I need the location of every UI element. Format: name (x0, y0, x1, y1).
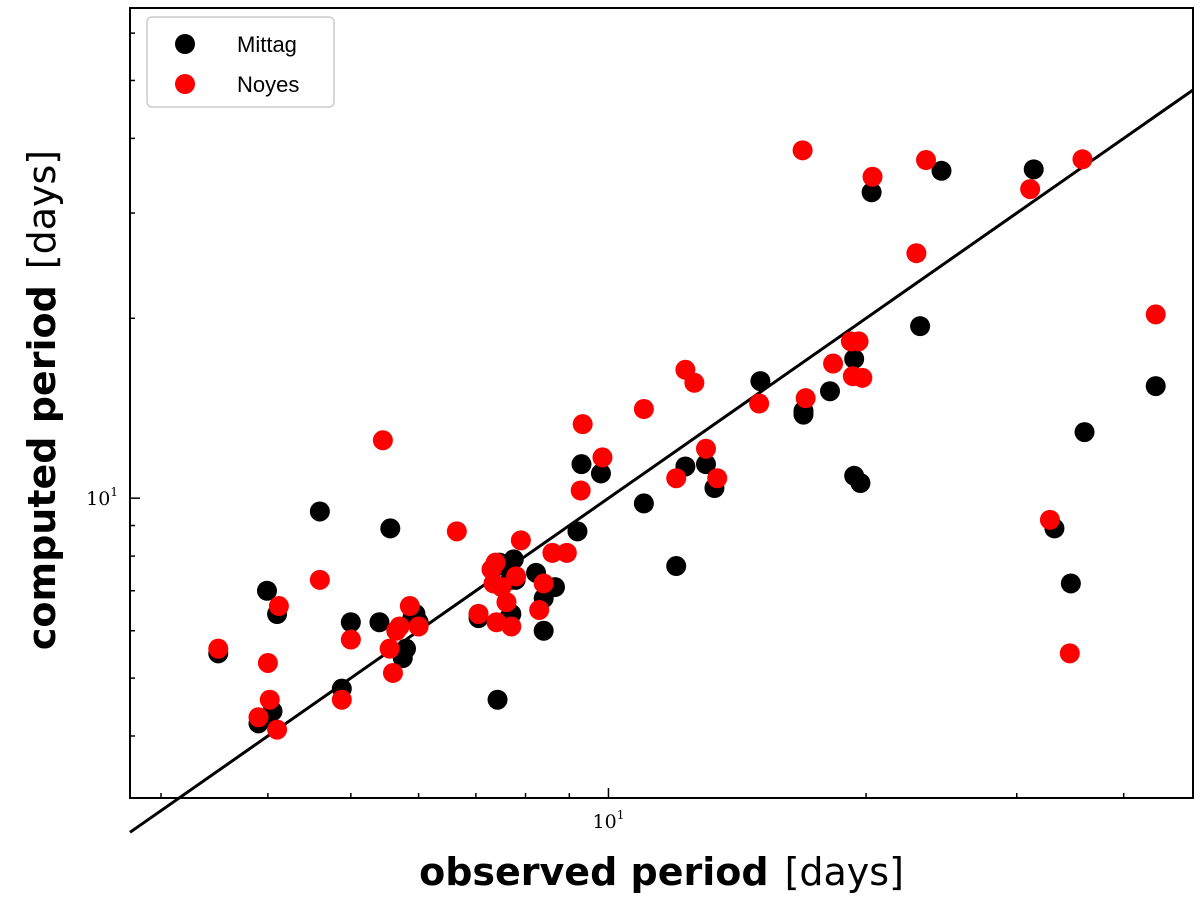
point-noyes (399, 596, 420, 617)
point-noyes (379, 638, 400, 659)
y-axis-label: computed period [days] (20, 150, 64, 650)
point-mittag (820, 381, 841, 402)
point-noyes (749, 393, 770, 414)
point-noyes (529, 599, 550, 620)
point-noyes (331, 689, 352, 710)
data-points (208, 140, 1166, 740)
point-noyes (491, 577, 512, 598)
point-mittag (487, 689, 508, 710)
point-noyes (382, 662, 403, 683)
point-mittag (340, 612, 361, 633)
point-mittag (567, 521, 588, 542)
point-mittag (380, 518, 401, 539)
point-mittag (256, 580, 277, 601)
point-noyes (795, 388, 816, 409)
point-mittag (309, 501, 330, 522)
point-noyes (208, 638, 229, 659)
point-noyes (510, 530, 531, 551)
point-noyes (496, 592, 517, 613)
x-axis-unit: [days] (784, 850, 904, 894)
point-noyes (485, 552, 506, 573)
point-mittag (571, 454, 592, 475)
point-noyes (792, 140, 813, 161)
point-noyes (1020, 179, 1041, 200)
point-noyes (556, 542, 577, 563)
x-axis-label: observed period [days] (130, 850, 1193, 894)
point-noyes (446, 521, 467, 542)
axis-ticks: 101 101 (86, 32, 1125, 833)
point-noyes (340, 629, 361, 650)
point-noyes (257, 652, 278, 673)
point-noyes (633, 398, 654, 419)
point-noyes (542, 542, 563, 563)
point-noyes (372, 430, 393, 451)
point-mittag (850, 473, 871, 494)
point-noyes (1145, 304, 1166, 325)
point-noyes (906, 243, 927, 264)
point-noyes (592, 447, 613, 468)
point-mittag (695, 454, 716, 475)
point-mittag (1074, 422, 1095, 443)
point-noyes (852, 367, 873, 388)
plot-frame (129, 7, 1194, 799)
y-tick-label: 101 (86, 485, 118, 510)
fit-line (129, 88, 1194, 834)
point-noyes (1039, 509, 1060, 530)
point-mittag (396, 638, 417, 659)
point-mittag (503, 549, 524, 570)
point-mittag (1023, 159, 1044, 180)
legend: Mittag Noyes (146, 16, 335, 108)
legend-label-noyes: Noyes (237, 72, 299, 97)
point-mittag (590, 463, 611, 484)
point-noyes (862, 166, 883, 187)
point-noyes (259, 689, 280, 710)
point-noyes (533, 573, 554, 594)
point-noyes (695, 438, 716, 459)
fit-line-group (129, 88, 1194, 834)
point-mittag (1145, 376, 1166, 397)
point-noyes (389, 616, 410, 637)
point-noyes (501, 616, 522, 637)
point-mittag (910, 316, 931, 337)
point-noyes (408, 616, 429, 637)
point-noyes (916, 150, 937, 171)
point-noyes (267, 719, 288, 740)
y-axis-unit: [days] (20, 149, 64, 270)
point-mittag (369, 612, 390, 633)
point-noyes (666, 468, 687, 489)
point-noyes (684, 372, 705, 393)
point-noyes (248, 707, 269, 728)
point-noyes (468, 604, 489, 625)
y-axis-title: computed period (20, 285, 64, 651)
x-axis-title: observed period (419, 850, 769, 894)
point-mittag (666, 556, 687, 577)
point-noyes (268, 596, 289, 617)
point-noyes (572, 414, 593, 435)
point-noyes (309, 569, 330, 590)
point-noyes (506, 566, 527, 587)
point-noyes (848, 331, 869, 352)
point-mittag (750, 371, 771, 392)
point-noyes (707, 468, 728, 489)
point-noyes (1059, 643, 1080, 664)
x-tick-label: 101 (593, 808, 625, 833)
point-noyes (1072, 149, 1093, 170)
point-mittag (533, 620, 554, 641)
point-mittag (844, 348, 865, 369)
legend-marker-noyes (175, 74, 195, 94)
legend-label-mittag: Mittag (237, 32, 297, 57)
legend-marker-mittag (175, 34, 195, 54)
point-mittag (633, 493, 654, 514)
point-mittag (931, 160, 952, 181)
point-noyes (570, 480, 591, 501)
point-noyes (823, 353, 844, 374)
point-mittag (1060, 573, 1081, 594)
point-mittag (861, 182, 882, 203)
